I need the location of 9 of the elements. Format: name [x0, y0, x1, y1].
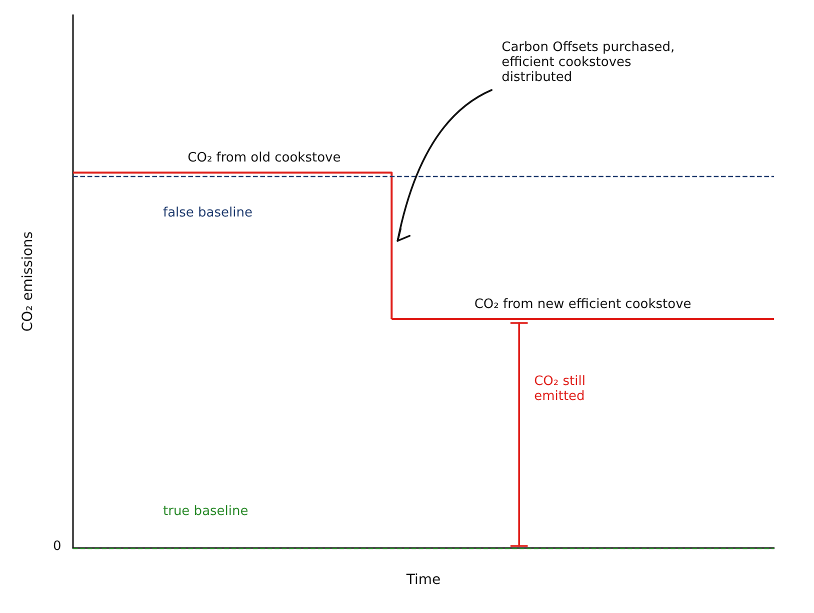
y-axis-title: CO₂ emissions: [20, 231, 36, 332]
ref-line-label: true baseline: [163, 504, 248, 519]
ref-line-label: false baseline: [163, 205, 253, 220]
series-label: CO₂ from old cookstove: [188, 150, 341, 166]
annotation: CO₂ still emitted: [534, 374, 586, 404]
text: Carbon Offsets purchased, efficient cookstoves distributed: [502, 40, 676, 85]
x-axis-title: Time: [405, 572, 441, 588]
series-label: CO₂ from new efficient cookstove: [474, 297, 692, 312]
text: 0: [53, 539, 62, 554]
